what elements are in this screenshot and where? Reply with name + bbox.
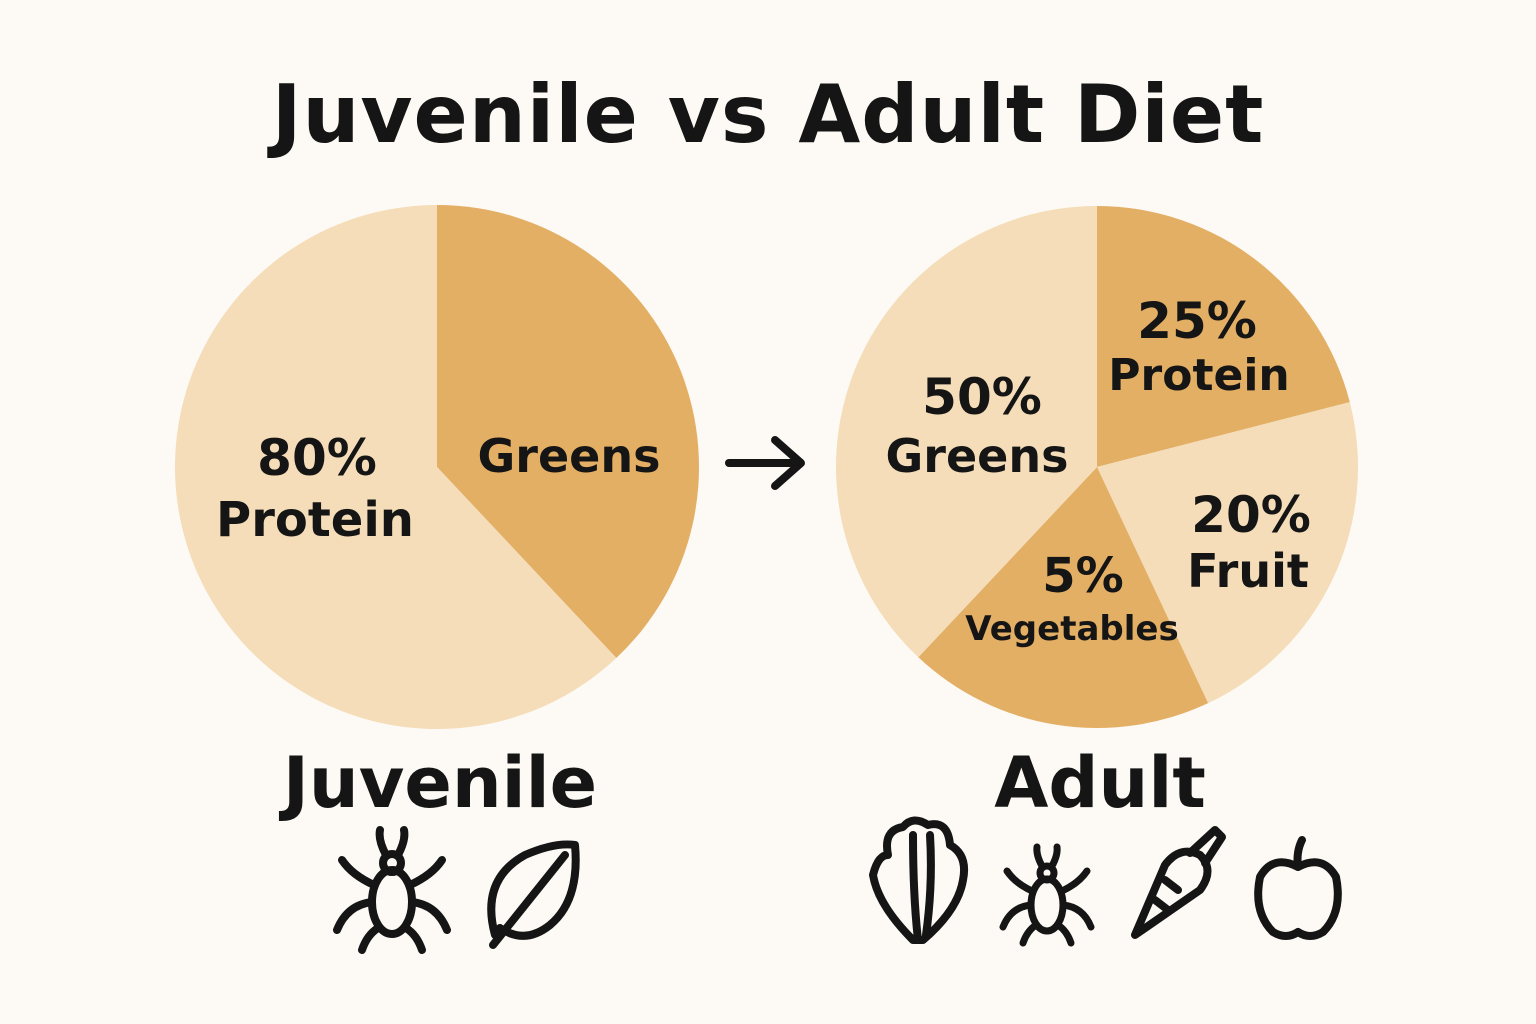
adult-pie (836, 206, 1358, 728)
juvenile-protein-percent: 80% (257, 429, 377, 487)
adult-fruit-percent: 20% (1191, 486, 1311, 544)
juvenile-greens-label: Greens (478, 429, 661, 483)
adult-greens-percent: 50% (922, 368, 1042, 426)
bug-icon (333, 826, 451, 954)
adult-protein-label: Protein (1108, 350, 1289, 401)
pie-slice-greens (437, 205, 699, 658)
pie-slice-protein (1097, 206, 1350, 467)
pie-slice-greens (836, 206, 1097, 658)
adult-caption: Adult (994, 742, 1206, 824)
juvenile-protein-label: Protein (216, 492, 414, 548)
apple-icon (1254, 836, 1342, 940)
juvenile-caption: Juvenile (282, 742, 598, 824)
pie-slice-protein (174, 205, 617, 729)
lettuce-icon (869, 816, 969, 944)
adult-fruit-label: Fruit (1187, 544, 1309, 598)
leaf-icon (487, 840, 580, 949)
chart-title: Juvenile vs Adult Diet (271, 68, 1265, 161)
adult-greens-label: Greens (886, 429, 1069, 483)
pie-slice-vegetables (918, 467, 1209, 728)
juvenile-pie (174, 205, 699, 729)
adult-vegetables-percent: 5% (1042, 548, 1124, 604)
bug-icon (999, 843, 1095, 947)
pie-slice-fruit (1097, 402, 1358, 704)
adult-vegetables-label: Vegetables (965, 609, 1178, 649)
carrot-icon (1131, 826, 1226, 939)
adult-protein-percent: 25% (1137, 292, 1257, 350)
arrow-right-icon (725, 436, 805, 490)
